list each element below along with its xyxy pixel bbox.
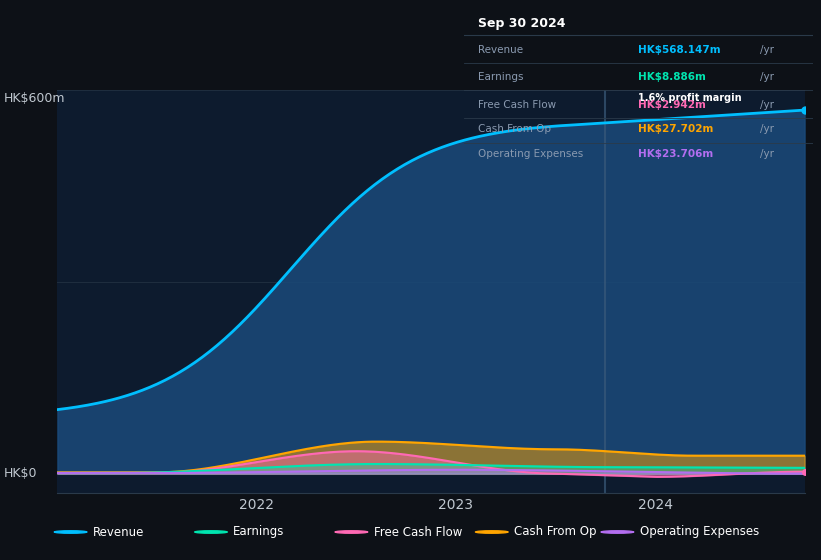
Text: HK$27.702m: HK$27.702m [639, 124, 713, 134]
Text: HK$600m: HK$600m [4, 92, 66, 105]
Text: HK$568.147m: HK$568.147m [639, 45, 721, 55]
Text: Free Cash Flow: Free Cash Flow [478, 100, 556, 110]
Text: /yr: /yr [760, 150, 774, 159]
Text: /yr: /yr [760, 45, 774, 55]
Text: HK$8.886m: HK$8.886m [639, 72, 706, 82]
Text: Cash From Op: Cash From Op [514, 525, 596, 539]
Text: HK$2.942m: HK$2.942m [639, 100, 706, 110]
Text: /yr: /yr [760, 124, 774, 134]
Circle shape [335, 531, 368, 533]
Text: Sep 30 2024: Sep 30 2024 [478, 17, 566, 30]
Circle shape [54, 531, 87, 533]
Text: Earnings: Earnings [233, 525, 285, 539]
Text: Cash From Op: Cash From Op [478, 124, 551, 134]
Text: Operating Expenses: Operating Expenses [640, 525, 759, 539]
Text: HK$0: HK$0 [4, 466, 38, 480]
Text: Revenue: Revenue [478, 45, 523, 55]
Circle shape [195, 531, 227, 533]
Text: Operating Expenses: Operating Expenses [478, 150, 583, 159]
Circle shape [475, 531, 508, 533]
Text: /yr: /yr [760, 100, 774, 110]
Text: Earnings: Earnings [478, 72, 523, 82]
Circle shape [601, 531, 634, 533]
Text: 1.6% profit margin: 1.6% profit margin [639, 93, 742, 103]
Text: Free Cash Flow: Free Cash Flow [374, 525, 462, 539]
Text: Revenue: Revenue [93, 525, 144, 539]
Text: /yr: /yr [760, 72, 774, 82]
Text: HK$23.706m: HK$23.706m [639, 150, 713, 159]
